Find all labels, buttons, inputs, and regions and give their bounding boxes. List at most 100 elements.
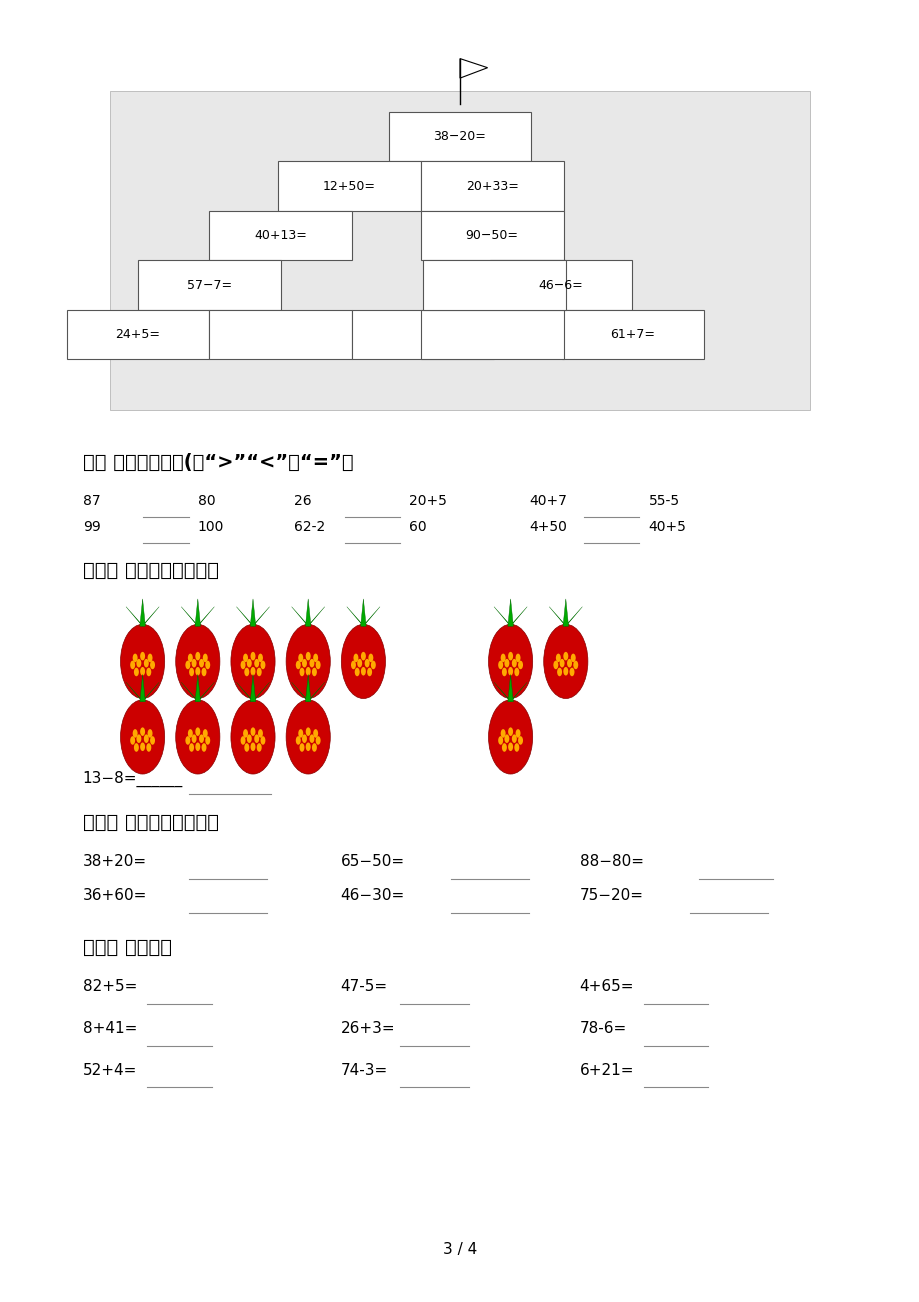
Ellipse shape — [300, 668, 304, 676]
Ellipse shape — [341, 625, 385, 699]
FancyBboxPatch shape — [210, 310, 351, 359]
Ellipse shape — [256, 743, 261, 751]
Ellipse shape — [136, 659, 142, 668]
Ellipse shape — [355, 668, 359, 676]
Ellipse shape — [514, 668, 518, 676]
Text: 十三、 算一算。: 十三、 算一算。 — [83, 939, 172, 957]
Ellipse shape — [498, 736, 503, 745]
Ellipse shape — [195, 742, 200, 751]
Ellipse shape — [147, 654, 153, 663]
Text: 40+7: 40+7 — [528, 495, 566, 508]
Ellipse shape — [254, 734, 259, 743]
Polygon shape — [510, 607, 527, 626]
Text: 46−30=: 46−30= — [340, 888, 404, 904]
Ellipse shape — [260, 736, 266, 745]
Polygon shape — [142, 607, 159, 626]
Ellipse shape — [298, 654, 303, 663]
Ellipse shape — [195, 728, 200, 736]
Text: 61+7=: 61+7= — [610, 328, 654, 341]
Text: 90−50=: 90−50= — [465, 229, 518, 242]
Polygon shape — [510, 682, 527, 702]
Ellipse shape — [370, 660, 376, 669]
FancyBboxPatch shape — [423, 260, 565, 310]
Text: 38+20=: 38+20= — [83, 854, 147, 870]
Ellipse shape — [364, 659, 369, 668]
Ellipse shape — [353, 654, 358, 663]
Polygon shape — [308, 682, 324, 702]
Ellipse shape — [569, 668, 573, 676]
Text: 78-6=: 78-6= — [579, 1021, 626, 1036]
Ellipse shape — [134, 668, 139, 676]
Ellipse shape — [504, 659, 509, 668]
Text: 88−80=: 88−80= — [579, 854, 648, 870]
Ellipse shape — [573, 660, 578, 669]
Ellipse shape — [562, 652, 568, 660]
Polygon shape — [140, 674, 145, 702]
Ellipse shape — [305, 728, 311, 736]
Ellipse shape — [257, 654, 263, 663]
Text: 20+33=: 20+33= — [465, 180, 518, 193]
Polygon shape — [291, 607, 308, 626]
Ellipse shape — [241, 660, 245, 669]
Polygon shape — [507, 599, 513, 626]
Ellipse shape — [202, 654, 208, 663]
Ellipse shape — [130, 660, 135, 669]
Ellipse shape — [199, 734, 204, 743]
Ellipse shape — [296, 736, 301, 745]
Ellipse shape — [511, 734, 516, 743]
Ellipse shape — [143, 734, 149, 743]
Text: 24+5=: 24+5= — [116, 328, 160, 341]
Ellipse shape — [502, 668, 506, 676]
Ellipse shape — [187, 729, 193, 738]
Ellipse shape — [555, 654, 561, 663]
Ellipse shape — [553, 660, 558, 669]
Text: 12+50=: 12+50= — [323, 180, 376, 193]
Polygon shape — [360, 599, 366, 626]
Polygon shape — [198, 682, 214, 702]
Ellipse shape — [515, 729, 520, 738]
Ellipse shape — [186, 660, 190, 669]
Text: 6+21=: 6+21= — [579, 1062, 633, 1078]
Ellipse shape — [254, 659, 259, 668]
Ellipse shape — [187, 654, 193, 663]
Ellipse shape — [517, 736, 523, 745]
Ellipse shape — [132, 654, 138, 663]
Ellipse shape — [305, 652, 311, 660]
Ellipse shape — [488, 700, 532, 773]
Ellipse shape — [360, 667, 366, 676]
Text: 82+5=: 82+5= — [83, 979, 137, 995]
Polygon shape — [549, 607, 565, 626]
Ellipse shape — [250, 652, 255, 660]
Ellipse shape — [130, 736, 135, 745]
Polygon shape — [565, 607, 582, 626]
Ellipse shape — [557, 668, 562, 676]
Ellipse shape — [562, 667, 568, 676]
Ellipse shape — [191, 734, 197, 743]
Ellipse shape — [143, 659, 149, 668]
Polygon shape — [195, 599, 200, 626]
Text: 26: 26 — [294, 495, 312, 508]
Text: 60: 60 — [409, 521, 426, 534]
Ellipse shape — [300, 743, 304, 751]
Ellipse shape — [201, 668, 206, 676]
Ellipse shape — [189, 743, 194, 751]
Text: 36+60=: 36+60= — [83, 888, 147, 904]
Ellipse shape — [120, 625, 165, 699]
Ellipse shape — [260, 660, 266, 669]
Ellipse shape — [502, 743, 506, 751]
Polygon shape — [346, 607, 363, 626]
Ellipse shape — [511, 659, 516, 668]
Text: 20+5: 20+5 — [409, 495, 447, 508]
Polygon shape — [494, 607, 510, 626]
Text: 80: 80 — [198, 495, 215, 508]
Ellipse shape — [367, 668, 371, 676]
Ellipse shape — [257, 729, 263, 738]
Ellipse shape — [296, 660, 301, 669]
Text: 十、 成长的足迹。(填“>”“<”或“=”）: 十、 成长的足迹。(填“>”“<”或“=”） — [83, 453, 353, 471]
Polygon shape — [363, 607, 380, 626]
Ellipse shape — [312, 654, 318, 663]
Text: 87: 87 — [83, 495, 100, 508]
Ellipse shape — [312, 668, 316, 676]
Ellipse shape — [205, 660, 210, 669]
Text: 40+13=: 40+13= — [254, 229, 307, 242]
